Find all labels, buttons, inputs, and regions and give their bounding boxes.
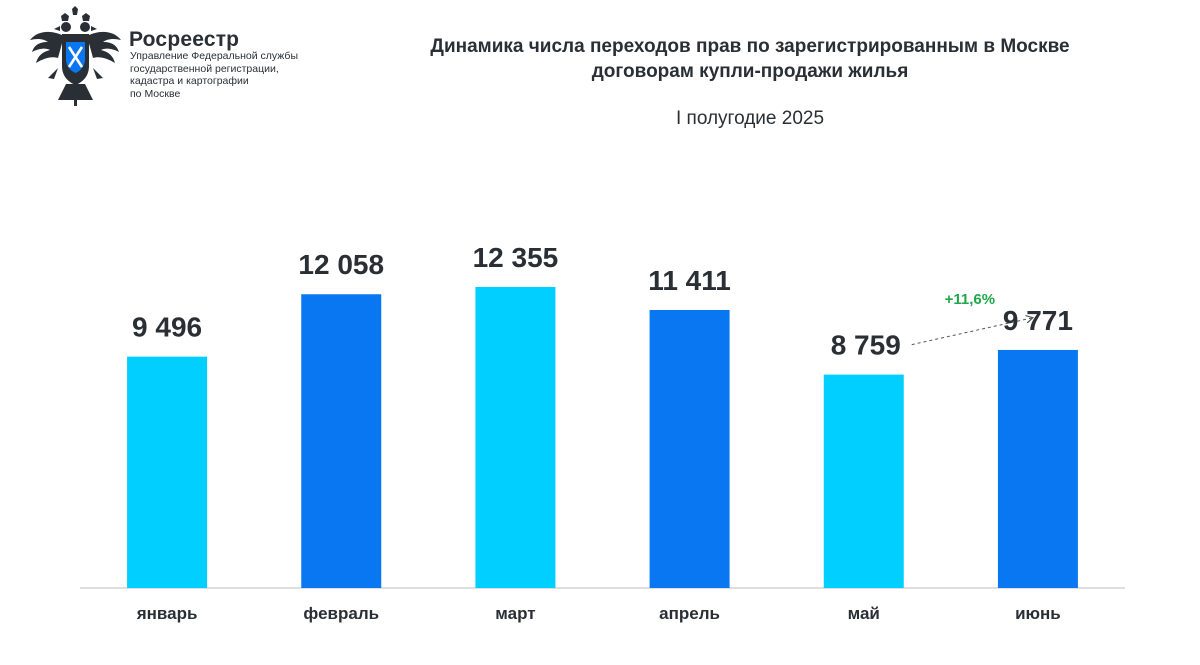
bar-value-label: 11 411 bbox=[648, 265, 731, 296]
bar-февраль bbox=[301, 294, 382, 588]
x-tick-label: май bbox=[848, 604, 880, 623]
bar-value-label: 12 355 bbox=[473, 242, 559, 273]
chart-title-line: Динамика числа переходов прав по зарегис… bbox=[430, 36, 1070, 57]
chart-title-line: договорам купли-продажи жилья bbox=[591, 61, 909, 82]
bar-value-label: 9 496 bbox=[132, 312, 202, 343]
bar-июнь bbox=[997, 349, 1078, 588]
bar-апрель bbox=[649, 309, 730, 588]
growth-label: +11,6% bbox=[945, 291, 995, 308]
x-tick-label: февраль bbox=[303, 604, 379, 623]
brand-name: Росреестр bbox=[129, 28, 240, 51]
x-tick-label: апрель bbox=[659, 604, 720, 623]
rosreestr-logo: Росреестр Управление Федеральной службы … bbox=[28, 6, 328, 106]
chart-subtitle: I полугодие 2025 bbox=[675, 108, 825, 129]
x-tick-label: январь bbox=[136, 604, 198, 623]
brand-subtitle-line: Управление Федеральной службы bbox=[130, 50, 298, 62]
bar-value-label: 12 058 bbox=[298, 249, 384, 280]
bar-value-label: 8 759 bbox=[831, 330, 901, 361]
brand-subtitle-line: государственной регистрации, bbox=[130, 62, 279, 75]
rosreestr-eagle-emblem-icon bbox=[30, 6, 121, 106]
bar-январь bbox=[127, 356, 208, 588]
brand-subtitle-line: кадастра и картографии bbox=[130, 75, 249, 87]
bar-value-label: 9 771 bbox=[1003, 305, 1073, 336]
brand-subtitle-line: по Москве bbox=[130, 87, 181, 100]
bar-май bbox=[823, 374, 904, 588]
growth-arrow bbox=[911, 318, 1032, 346]
x-tick-label: март bbox=[495, 604, 535, 623]
brand-subtitle: Управление Федеральной службы государств… bbox=[130, 50, 340, 100]
bar-март bbox=[475, 287, 556, 588]
chart-title: Динамика числа переходов прав по зарегис… bbox=[360, 34, 1140, 84]
x-tick-label: июнь bbox=[1015, 604, 1061, 623]
